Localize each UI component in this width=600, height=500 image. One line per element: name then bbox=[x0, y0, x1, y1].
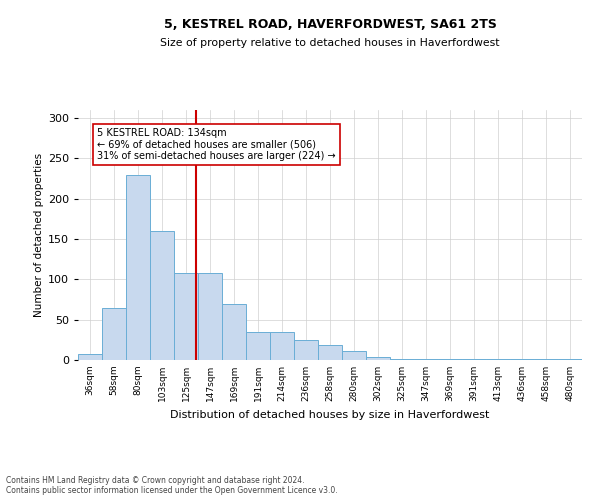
Bar bbox=[510, 359, 534, 360]
Bar bbox=[534, 359, 558, 360]
Bar bbox=[486, 359, 510, 360]
Bar bbox=[438, 359, 462, 360]
Bar bbox=[102, 308, 126, 360]
Text: 5, KESTREL ROAD, HAVERFORDWEST, SA61 2TS: 5, KESTREL ROAD, HAVERFORDWEST, SA61 2TS bbox=[164, 18, 496, 30]
Bar bbox=[174, 273, 198, 360]
Bar bbox=[126, 174, 150, 360]
Bar bbox=[246, 332, 270, 360]
Text: Size of property relative to detached houses in Haverfordwest: Size of property relative to detached ho… bbox=[160, 38, 500, 48]
Bar bbox=[558, 359, 582, 360]
Bar bbox=[198, 273, 222, 360]
Bar bbox=[78, 354, 102, 360]
Bar bbox=[414, 359, 438, 360]
Y-axis label: Number of detached properties: Number of detached properties bbox=[34, 153, 44, 317]
Bar bbox=[294, 340, 318, 360]
Text: 5 KESTREL ROAD: 134sqm
← 69% of detached houses are smaller (506)
31% of semi-de: 5 KESTREL ROAD: 134sqm ← 69% of detached… bbox=[97, 128, 336, 161]
Bar bbox=[270, 332, 294, 360]
Bar bbox=[342, 351, 366, 360]
X-axis label: Distribution of detached houses by size in Haverfordwest: Distribution of detached houses by size … bbox=[170, 410, 490, 420]
Bar bbox=[462, 359, 486, 360]
Text: Contains HM Land Registry data © Crown copyright and database right 2024.
Contai: Contains HM Land Registry data © Crown c… bbox=[6, 476, 338, 495]
Bar bbox=[366, 357, 390, 360]
Bar bbox=[222, 304, 246, 360]
Bar bbox=[150, 231, 174, 360]
Bar bbox=[318, 346, 342, 360]
Bar bbox=[390, 359, 414, 360]
